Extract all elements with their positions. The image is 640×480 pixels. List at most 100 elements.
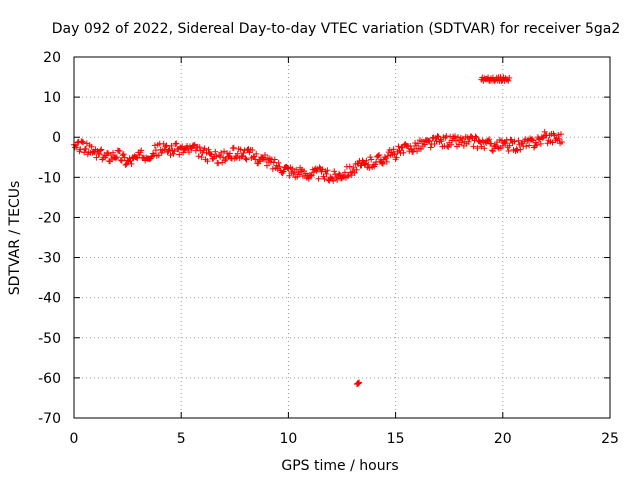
data-point bbox=[481, 145, 488, 152]
data-point bbox=[163, 142, 170, 149]
data-point bbox=[289, 165, 296, 172]
data-point bbox=[407, 142, 414, 149]
data-point bbox=[240, 149, 247, 156]
data-point bbox=[321, 175, 328, 182]
y-tick-label: 0 bbox=[52, 130, 61, 146]
data-point bbox=[505, 77, 512, 84]
data-point bbox=[470, 143, 477, 150]
data-point bbox=[381, 154, 388, 161]
data-point bbox=[253, 150, 260, 157]
data-point bbox=[238, 153, 245, 160]
data-point bbox=[168, 142, 175, 149]
data-point bbox=[315, 175, 322, 182]
data-point bbox=[458, 139, 465, 146]
data-point bbox=[523, 143, 530, 150]
data-point bbox=[162, 143, 169, 150]
data-point bbox=[307, 173, 314, 180]
data-point bbox=[170, 150, 177, 157]
data-point bbox=[375, 152, 382, 159]
data-point bbox=[98, 146, 105, 153]
data-point bbox=[215, 160, 222, 167]
data-point bbox=[82, 145, 89, 152]
data-point bbox=[97, 147, 104, 154]
data-point bbox=[366, 165, 373, 172]
data-point bbox=[117, 157, 124, 164]
data-point bbox=[358, 162, 365, 169]
data-point bbox=[412, 139, 419, 146]
data-point bbox=[166, 146, 173, 153]
data-point bbox=[195, 153, 202, 160]
y-tick-label: -10 bbox=[38, 170, 61, 186]
data-point bbox=[351, 169, 358, 176]
data-point bbox=[331, 168, 338, 175]
data-point bbox=[190, 142, 197, 149]
data-point bbox=[233, 154, 240, 161]
data-point bbox=[109, 149, 116, 156]
data-point bbox=[263, 162, 270, 169]
data-point bbox=[517, 146, 524, 153]
data-point bbox=[486, 136, 493, 143]
data-point bbox=[421, 141, 428, 148]
data-point bbox=[472, 133, 479, 140]
data-point bbox=[336, 170, 343, 177]
data-point bbox=[205, 146, 212, 153]
data-point bbox=[104, 149, 111, 156]
data-point bbox=[427, 144, 434, 151]
data-point bbox=[499, 142, 506, 149]
x-tick-label: 20 bbox=[494, 431, 512, 447]
y-tick-label: -60 bbox=[38, 371, 61, 387]
data-point bbox=[555, 131, 562, 138]
data-point bbox=[308, 172, 315, 179]
x-tick-label: 0 bbox=[70, 431, 79, 447]
data-point bbox=[330, 177, 337, 184]
data-point bbox=[112, 155, 119, 162]
y-tick-label: -40 bbox=[38, 291, 61, 307]
grid-layer bbox=[74, 57, 610, 418]
x-tick-label: 5 bbox=[177, 431, 186, 447]
data-point bbox=[198, 154, 205, 161]
data-point bbox=[393, 154, 400, 161]
data-point bbox=[390, 146, 397, 153]
data-point bbox=[556, 135, 563, 142]
data-point bbox=[217, 153, 224, 160]
data-point bbox=[221, 148, 228, 155]
data-point bbox=[176, 151, 183, 158]
data-point bbox=[80, 139, 87, 146]
chart-title: Day 092 of 2022, Sidereal Day-to-day VTE… bbox=[52, 21, 621, 37]
data-point bbox=[243, 156, 250, 163]
data-point bbox=[341, 169, 348, 176]
data-point bbox=[558, 138, 565, 145]
data-point bbox=[172, 141, 179, 148]
data-point bbox=[120, 151, 127, 158]
data-point bbox=[237, 146, 244, 153]
data-point bbox=[502, 140, 509, 147]
y-tick-label: 20 bbox=[43, 50, 61, 66]
data-point bbox=[490, 148, 497, 155]
data-point bbox=[396, 147, 403, 154]
data-point bbox=[465, 138, 472, 145]
data-point bbox=[514, 147, 521, 154]
data-point bbox=[73, 144, 80, 151]
data-point bbox=[262, 151, 269, 158]
data-point bbox=[271, 156, 278, 163]
data-point bbox=[508, 137, 515, 144]
data-point bbox=[74, 139, 81, 146]
data-point bbox=[88, 143, 95, 150]
x-tick-label: 10 bbox=[279, 431, 297, 447]
data-point bbox=[113, 154, 120, 161]
data-point bbox=[213, 153, 220, 160]
data-point bbox=[167, 152, 174, 159]
y-tick-label: -70 bbox=[38, 411, 61, 427]
data-point bbox=[116, 148, 123, 155]
data-point bbox=[224, 149, 231, 156]
x-axis-title: GPS time / hours bbox=[281, 458, 398, 474]
data-point bbox=[378, 159, 385, 166]
data-point bbox=[242, 155, 249, 162]
data-point bbox=[280, 168, 287, 175]
x-tick-label: 15 bbox=[387, 431, 405, 447]
data-points bbox=[71, 74, 565, 388]
data-point bbox=[212, 148, 219, 155]
data-point bbox=[230, 144, 237, 151]
data-point bbox=[276, 163, 283, 170]
data-point bbox=[363, 157, 370, 164]
